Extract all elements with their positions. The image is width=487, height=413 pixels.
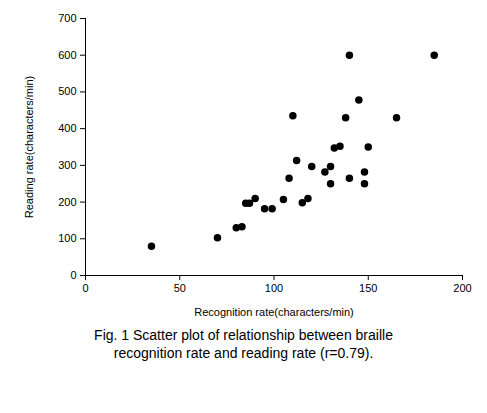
svg-text:0: 0 xyxy=(82,282,88,294)
svg-text:300: 300 xyxy=(58,159,76,171)
svg-text:100: 100 xyxy=(265,282,283,294)
svg-text:700: 700 xyxy=(58,12,76,24)
svg-text:Reading rate(characters/min): Reading rate(characters/min) xyxy=(23,76,35,218)
html-text:Fig. 1 Scatter plot of relatio: Fig. 1 Scatter plot of relationship betw… xyxy=(94,327,393,361)
svg-text:600: 600 xyxy=(58,49,76,61)
svg-text:100: 100 xyxy=(58,232,76,244)
svg-text:150: 150 xyxy=(359,282,377,294)
svg-text:0: 0 xyxy=(70,269,76,281)
svg-text:500: 500 xyxy=(58,85,76,97)
svg-text:Recognition rate(characters/mi: Recognition rate(characters/min) xyxy=(194,306,354,318)
svg-text:50: 50 xyxy=(174,282,186,294)
svg-text:200: 200 xyxy=(58,196,76,208)
svg-text:400: 400 xyxy=(58,122,76,134)
svg-text:200: 200 xyxy=(453,282,471,294)
